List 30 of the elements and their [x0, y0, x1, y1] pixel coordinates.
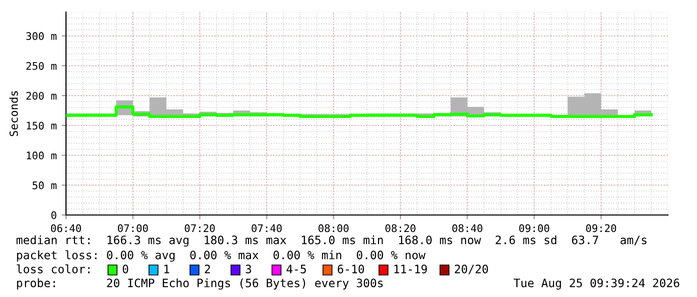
legend-label: 0	[122, 264, 128, 274]
y-tick-label: 300 m	[26, 32, 56, 40]
x-tick-label: 08:40	[452, 224, 482, 232]
x-tick-label: 06:40	[51, 224, 82, 232]
legend-title: loss color:	[16, 264, 90, 274]
legend-label: 1	[164, 264, 170, 274]
text: probe: 20 ICMP Echo Pings (56 Bytes) every 300s	[17, 278, 383, 290]
x-tick-label: 07:40	[252, 224, 282, 232]
y-axis-title: Seconds	[9, 91, 18, 136]
legend-label: 11-19	[394, 264, 427, 274]
x-tick-label: 09:00	[519, 224, 550, 232]
y-tick-label: 150 m	[26, 122, 56, 130]
legend-label: 2	[204, 264, 210, 274]
y-tick-label: 200 m	[26, 92, 56, 100]
text: Tue Aug 25 09:39:24 2026	[514, 278, 680, 290]
x-tick-label: 07:00	[118, 224, 148, 232]
y-tick-label: 100 m	[26, 152, 56, 160]
x-tick-label: 07:20	[184, 224, 215, 232]
legend-label: 3	[246, 264, 252, 274]
x-tick-label: 08:20	[385, 224, 416, 232]
legend-label: 6-10	[338, 264, 364, 274]
y-tick-label: 50 m	[32, 181, 56, 190]
legend-label: 20/20	[454, 264, 488, 274]
x-tick-label: 08:00	[318, 224, 349, 232]
y-tick-label: 0	[51, 211, 56, 220]
text: packet loss: 0.00 % avg 0.00 % max 0.00 % min 0.00 % now	[17, 250, 426, 262]
y-tick-label: 250 m	[26, 62, 56, 70]
legend-label: 4-5	[286, 264, 306, 274]
text: median rtt: 166.3 ms avg 180.3 ms max 165.0 ms min 168.0 ms now 2.6 ms sd 63.7 am/s	[16, 235, 646, 247]
x-tick-label: 09:20	[586, 224, 616, 232]
